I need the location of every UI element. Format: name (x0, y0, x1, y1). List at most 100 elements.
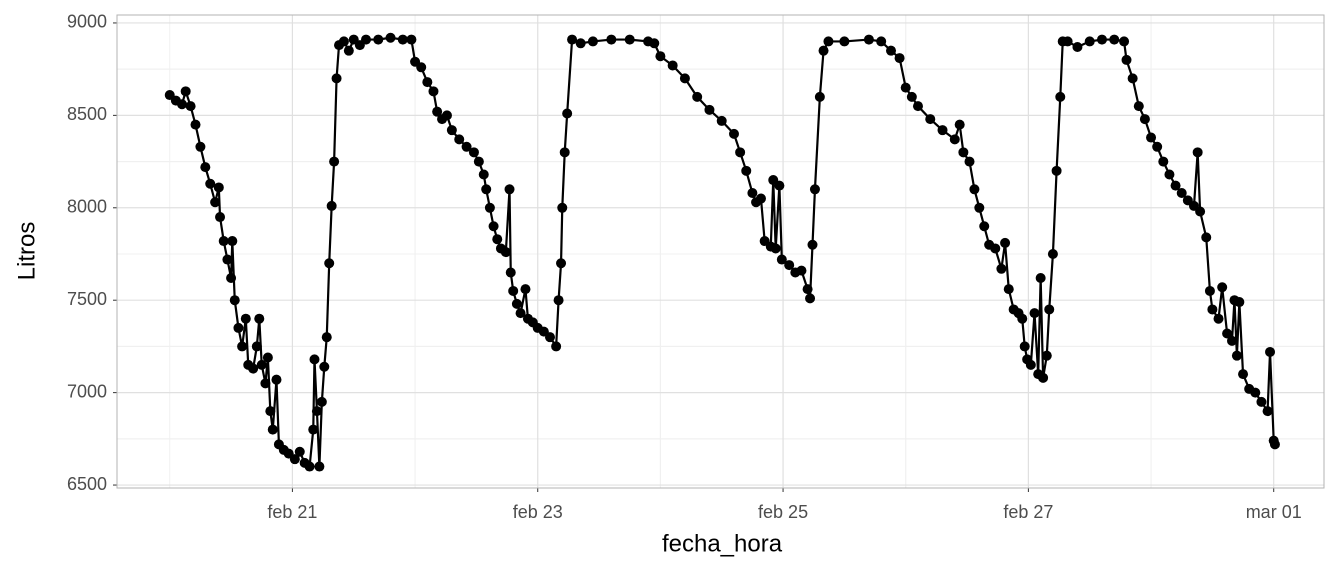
data-point (478, 169, 489, 180)
data-point (1227, 335, 1238, 346)
y-tick-label: 8000 (67, 197, 107, 217)
data-point (1025, 359, 1036, 370)
data-point (667, 60, 678, 71)
data-point (520, 284, 531, 295)
data-point (716, 115, 727, 126)
data-point (1158, 156, 1169, 167)
data-point (515, 308, 526, 319)
data-point (979, 221, 990, 232)
data-point (428, 86, 439, 97)
data-point (1164, 169, 1175, 180)
data-point (1152, 141, 1163, 152)
data-point (329, 156, 340, 167)
data-point (1038, 372, 1049, 383)
data-point (222, 254, 233, 265)
y-tick-label: 7000 (67, 381, 107, 401)
data-point (233, 322, 244, 333)
data-point (294, 446, 305, 457)
data-point (1133, 101, 1144, 112)
data-point (1017, 313, 1028, 324)
data-point (473, 156, 484, 167)
data-point (1256, 396, 1267, 407)
data-point (1072, 41, 1083, 52)
panel (117, 15, 1324, 488)
data-point (343, 45, 354, 56)
data-point (1047, 248, 1058, 259)
data-point (200, 162, 211, 173)
data-point (1269, 439, 1280, 450)
data-point (735, 147, 746, 158)
data-point (624, 34, 635, 45)
data-point (551, 341, 562, 352)
data-point (1119, 36, 1130, 47)
data-point (912, 101, 923, 112)
data-point (227, 236, 238, 247)
data-point (863, 34, 874, 45)
data-point (262, 352, 273, 363)
data-point (587, 36, 598, 47)
data-point (559, 147, 570, 158)
y-tick-label: 6500 (67, 474, 107, 494)
data-point (1146, 132, 1157, 143)
data-point (886, 45, 897, 56)
data-point (747, 187, 758, 198)
data-point (331, 73, 342, 84)
data-point (1041, 350, 1052, 361)
data-point (1213, 313, 1224, 324)
data-point (1035, 273, 1046, 284)
data-point (1222, 328, 1233, 339)
data-point (958, 147, 969, 158)
data-point (606, 34, 617, 45)
data-point (454, 134, 465, 145)
x-tick-label: feb 25 (758, 502, 808, 522)
data-point (1176, 187, 1187, 198)
data-point (575, 38, 586, 49)
data-point (814, 91, 825, 102)
data-point (314, 461, 325, 472)
data-point (304, 461, 315, 472)
data-point (468, 147, 479, 158)
y-axis-title: Litros (13, 222, 40, 281)
data-point (567, 34, 578, 45)
data-point (1055, 91, 1066, 102)
data-point (195, 141, 206, 152)
data-point (818, 45, 829, 56)
data-point (256, 359, 267, 370)
data-point (218, 236, 229, 247)
data-point (544, 332, 555, 343)
data-point (774, 180, 785, 191)
data-point (1192, 147, 1203, 158)
data-point (949, 134, 960, 145)
data-point (213, 182, 224, 193)
data-point (1207, 304, 1218, 315)
data-point (655, 51, 666, 62)
data-point (894, 53, 905, 64)
data-point (406, 34, 417, 45)
data-point (796, 265, 807, 276)
y-tick-label: 9000 (67, 12, 107, 32)
data-point (309, 354, 320, 365)
data-point (770, 243, 781, 254)
data-point (226, 273, 237, 284)
data-point (1265, 346, 1276, 357)
data-point (954, 119, 965, 130)
data-point (361, 34, 372, 45)
x-axis-title: fecha_hora (662, 530, 783, 557)
data-point (267, 424, 278, 435)
data-point (553, 295, 564, 306)
data-point (338, 36, 349, 47)
data-point (1139, 114, 1150, 125)
data-point (1029, 308, 1040, 319)
data-point (508, 285, 519, 296)
data-point (1170, 180, 1181, 191)
y-tick-label: 8500 (67, 104, 107, 124)
data-point (1096, 34, 1107, 45)
data-point (326, 200, 337, 211)
data-point (556, 258, 567, 269)
data-point (229, 295, 240, 306)
data-point (692, 91, 703, 102)
data-point (1062, 36, 1073, 47)
data-point (562, 108, 573, 119)
data-point (237, 341, 248, 352)
data-point (679, 73, 690, 84)
